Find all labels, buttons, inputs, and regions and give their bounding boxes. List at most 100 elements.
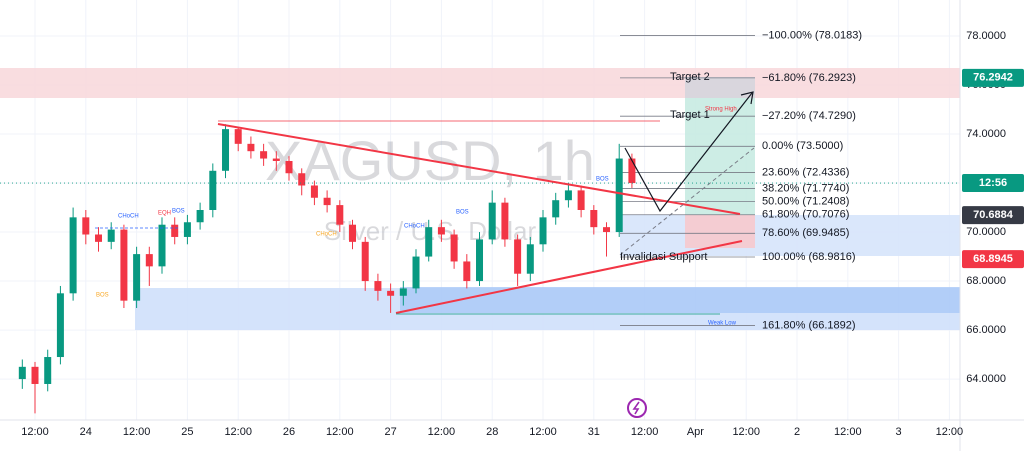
candle-body (95, 234, 103, 242)
candle-body (323, 197, 331, 206)
candle-body (425, 227, 433, 257)
annotation: BOS (456, 210, 469, 216)
annotation: BOS (172, 209, 185, 215)
candle-body (56, 293, 64, 358)
fib-label: 78.60% (69.9485) (762, 227, 849, 239)
x-tick-label: 31 (588, 426, 600, 438)
logo-bolt (632, 401, 640, 415)
fib-label: −27.20% (74.7290) (762, 110, 856, 122)
candle-body (209, 170, 217, 210)
x-tick-label: 12:00 (224, 426, 252, 438)
fib-label: 23.60% (72.4336) (762, 166, 849, 178)
candle-body (552, 200, 560, 218)
x-tick-label: Apr (687, 426, 704, 438)
fib-label: 61.80% (70.7076) (762, 209, 849, 221)
annotation: Target 1 (670, 109, 710, 121)
x-tick-label: 12:00 (936, 426, 964, 438)
projection-arrowhead (740, 91, 754, 105)
candle-body (564, 190, 572, 201)
x-tick-label: 12:00 (428, 426, 456, 438)
candle-body (222, 129, 230, 171)
y-tick-label: 68.0000 (966, 275, 1006, 287)
candle-body (501, 202, 509, 240)
annotation: CHoCH (118, 214, 139, 220)
y-tick-label: 64.0000 (966, 373, 1006, 385)
candle-body (577, 190, 585, 210)
candle-body (44, 357, 52, 384)
candle-body (183, 222, 191, 237)
candle-body (615, 158, 623, 233)
candle-body (374, 281, 382, 291)
price-badge (962, 206, 1024, 225)
candle-body (488, 202, 496, 240)
projection-dashed (619, 147, 755, 256)
candle-body (628, 158, 636, 184)
x-tick-label: 12:00 (21, 426, 49, 438)
candle-body (298, 173, 306, 186)
price-badge-label: 68.8945 (973, 253, 1013, 265)
candle-body (539, 217, 547, 245)
annotation: Strong High (705, 107, 737, 113)
candle-body (31, 366, 39, 384)
x-tick-label: 24 (80, 426, 92, 438)
annotation: CHoCH (316, 232, 337, 238)
fibonacci: −100.00% (78.0183) −61.80% (76.2923) −27.2… (620, 29, 862, 331)
x-tick-label: 26 (283, 426, 295, 438)
price-badge-label: 76.2942 (973, 72, 1013, 84)
y-tick-label: 78.0000 (966, 30, 1006, 42)
candle-body (463, 261, 471, 282)
candle-body (145, 254, 153, 267)
annotation: EQH (158, 211, 171, 217)
candle-body (69, 217, 77, 294)
x-tick-label: 12:00 (529, 426, 557, 438)
countdown-label: 12:56 (979, 177, 1007, 189)
x-tick-label: 12:00 (123, 426, 151, 438)
logo (627, 398, 647, 418)
annotation: Invalidasi Support (620, 251, 707, 263)
candle-body (310, 185, 318, 198)
annotation: BOS (596, 177, 609, 183)
candle-body (399, 288, 407, 296)
supply-zone (0, 68, 960, 98)
candle-body (349, 224, 357, 242)
candle-body (361, 241, 369, 282)
trendline (395, 240, 743, 314)
x-tick-label: 27 (384, 426, 396, 438)
candle-body (387, 290, 395, 296)
candle-body (107, 229, 115, 242)
x-tick-label: 28 (486, 426, 498, 438)
candle-body (247, 143, 255, 152)
fib-label: 100.00% (68.9816) (762, 251, 856, 263)
y-tick-label: 70.0000 (966, 226, 1006, 238)
x-tick-label: 12:00 (631, 426, 659, 438)
candle-body (171, 224, 179, 237)
fib-label: 161.80% (66.1892) (762, 319, 856, 331)
price-badge (962, 68, 1024, 87)
candle-body (603, 227, 611, 233)
y-tick-label: 66.0000 (966, 324, 1006, 336)
support-zone (620, 215, 960, 256)
candle-body (158, 224, 166, 267)
price-badge-label: 70.6884 (973, 209, 1014, 221)
candle-body (285, 160, 293, 174)
target-box (685, 77, 755, 98)
fib-label: 38.20% (71.7740) (762, 182, 849, 194)
price-badge (962, 250, 1024, 269)
candle-body (82, 217, 90, 235)
candle-body (437, 227, 445, 235)
candle-body (260, 151, 268, 159)
candle-body (476, 239, 484, 282)
annotation: CHoCH (404, 224, 425, 230)
candle-body (196, 210, 204, 223)
candle-body (120, 229, 128, 301)
x-tick-label: 25 (181, 426, 193, 438)
candle-body (514, 239, 522, 274)
x-tick-label: 3 (896, 426, 902, 438)
candle-body (272, 158, 280, 161)
candle-body (133, 254, 141, 301)
countdown-badge (962, 174, 1024, 193)
candle-body (336, 205, 344, 225)
fib-label: −61.80% (76.2923) (762, 72, 856, 84)
